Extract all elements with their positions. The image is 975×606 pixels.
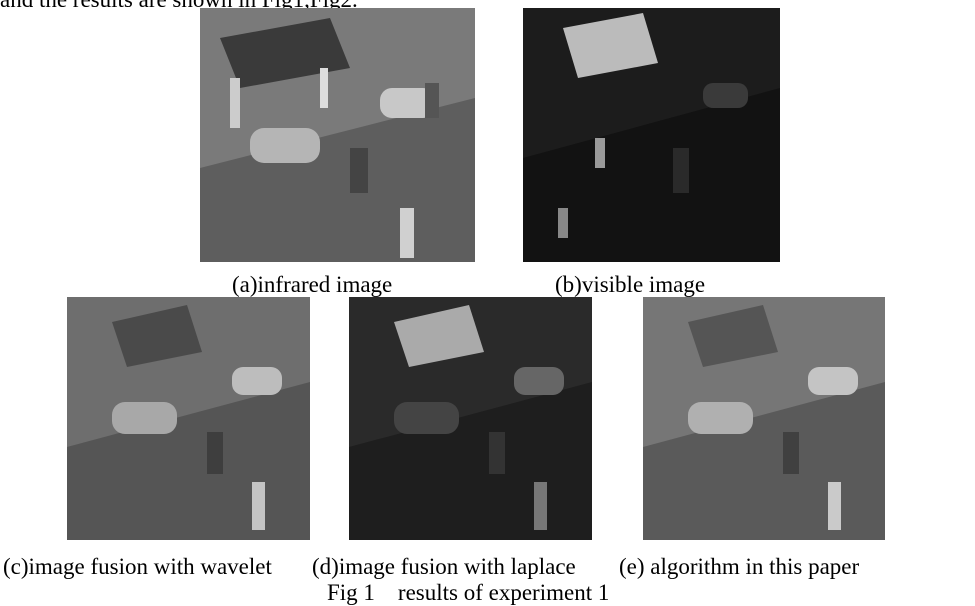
panel-caption: (a)infrared image	[232, 272, 393, 297]
panel-caption: (e) algorithm in this paper	[619, 554, 860, 579]
figure-caption: Fig 1 results of experiment 1	[327, 580, 610, 605]
photo	[67, 297, 310, 540]
panel-caption: (c)image fusion with wavelet	[3, 554, 272, 579]
panel-caption: (d)image fusion with laplace	[312, 554, 576, 579]
photo	[523, 8, 780, 262]
photo	[643, 297, 885, 540]
panel-caption: (b)visible image	[555, 272, 706, 297]
photo	[349, 297, 592, 540]
photo	[200, 8, 475, 262]
